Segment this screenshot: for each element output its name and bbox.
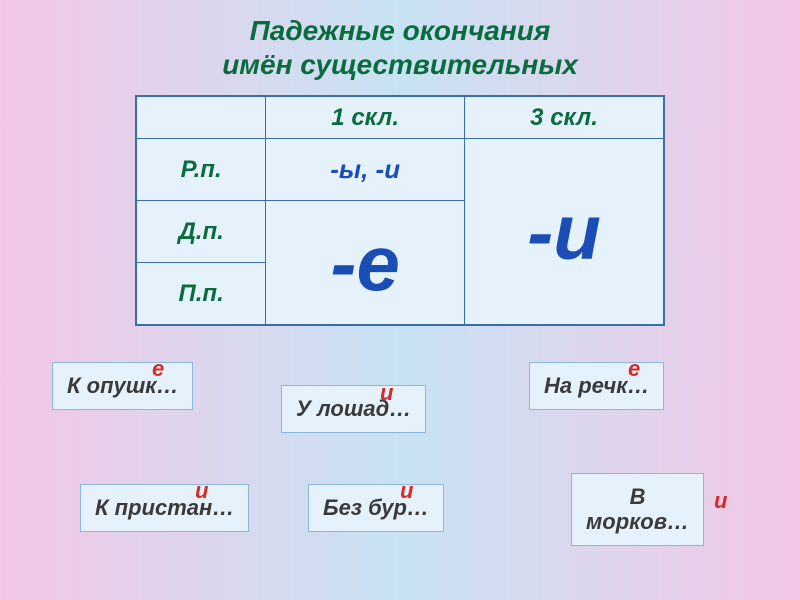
- card-text: У лошад…: [296, 396, 411, 421]
- card-text: К пристан…: [95, 495, 234, 520]
- ins-buri: и: [400, 478, 413, 504]
- ins-loshadi: и: [380, 380, 393, 406]
- card-text-l2: морков…: [586, 509, 689, 534]
- ins-opushke: е: [152, 356, 164, 382]
- cell-rp-1skl: -ы, -и: [266, 139, 465, 201]
- ins-morkovi: и: [714, 488, 727, 514]
- row-pp: П.п.: [137, 263, 266, 325]
- card-pristani: К пристан…: [80, 484, 249, 532]
- title-line1: Падежные окончания: [0, 14, 800, 48]
- row-dp: Д.п.: [137, 201, 266, 263]
- row-rp: Р.п.: [137, 139, 266, 201]
- card-text-l1: В: [630, 484, 646, 509]
- col1-header: 1 скл.: [266, 97, 465, 139]
- card-rechke: На речк…: [529, 362, 664, 410]
- ending-e: -е: [330, 219, 399, 307]
- col2-header: 3 скл.: [465, 97, 664, 139]
- ending-i: -и: [527, 188, 601, 276]
- title-line2: имён существительных: [0, 48, 800, 82]
- card-morkovi: В морков…: [571, 473, 704, 546]
- endings-table: 1 скл. 3 скл. Р.п. -ы, -и -и Д.п. -е П.п…: [135, 95, 665, 326]
- card-buri: Без бур…: [308, 484, 444, 532]
- card-opushke: К опушк…: [52, 362, 193, 410]
- ins-rechke: е: [628, 356, 640, 382]
- card-loshadi: У лошад…: [281, 385, 426, 433]
- cell-1skl-e: -е: [266, 201, 465, 325]
- ins-pristani: и: [195, 478, 208, 504]
- cell-3skl-i: -и: [465, 139, 664, 325]
- empty-corner: [137, 97, 266, 139]
- page-title: Падежные окончания имён существительных: [0, 0, 800, 81]
